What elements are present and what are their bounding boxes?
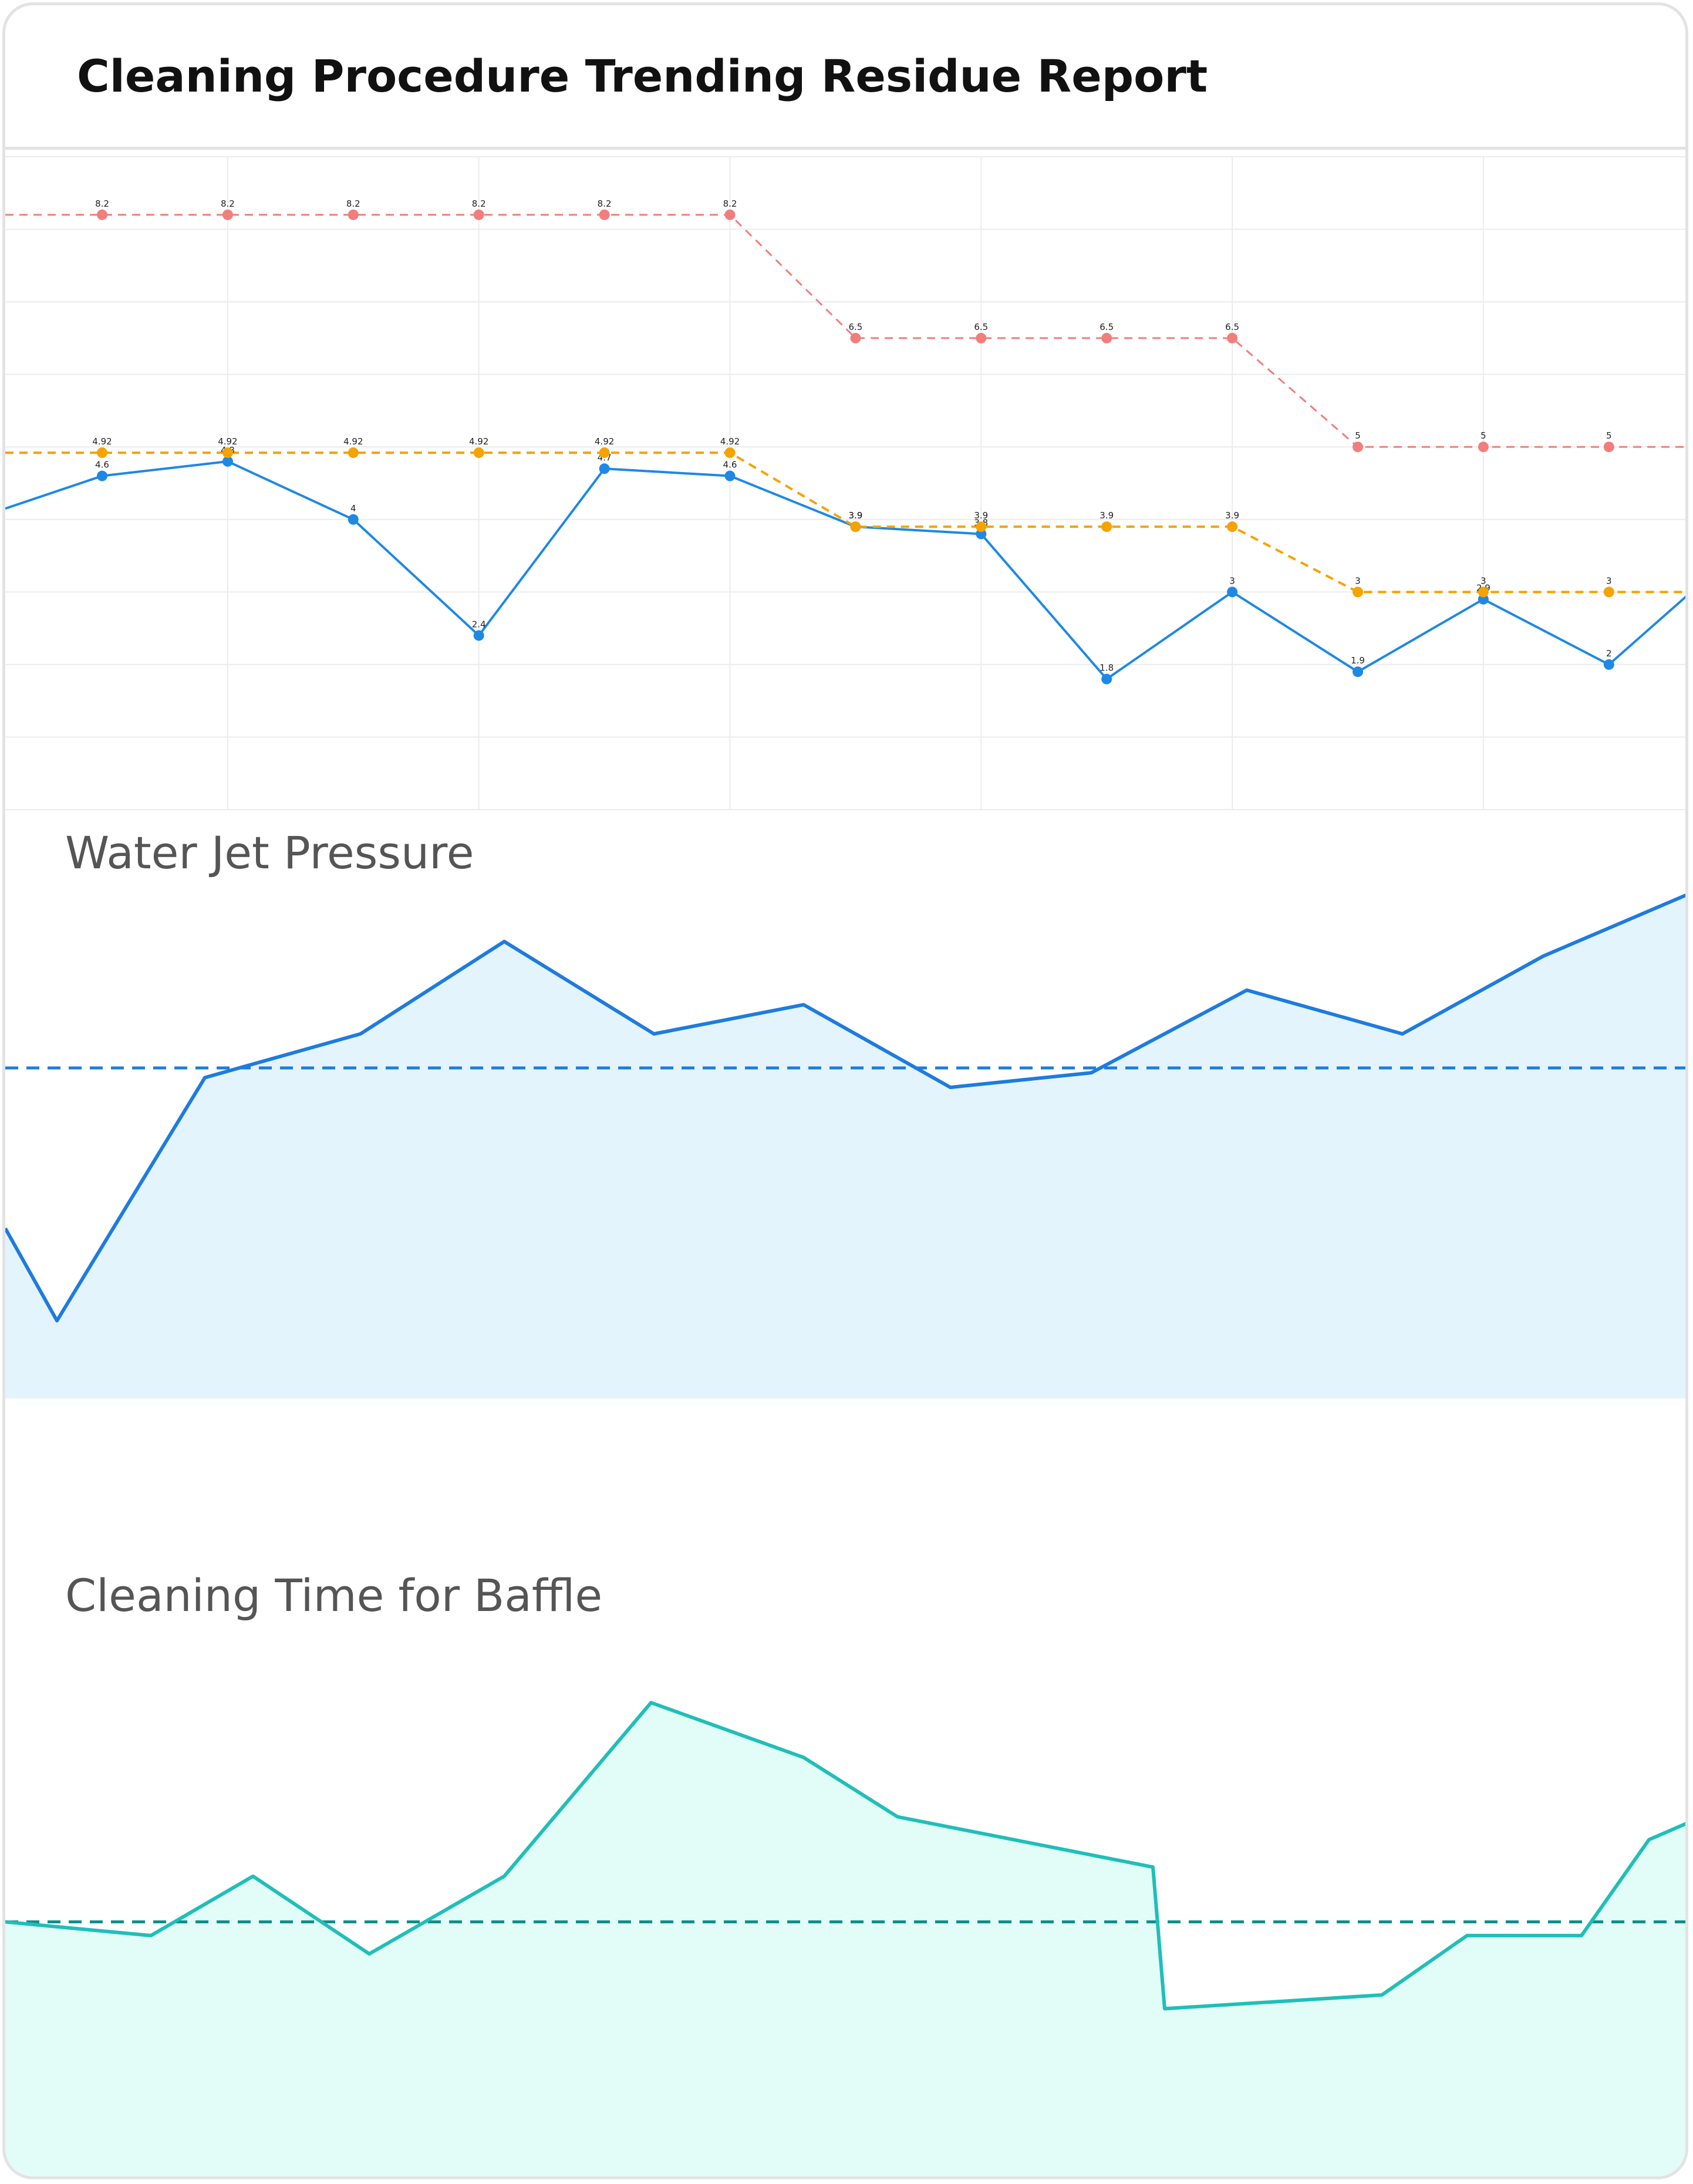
water-jet-pressure-chart: Water Jet Pressure bbox=[5, 827, 1685, 1398]
alert-limit-point bbox=[599, 447, 610, 459]
alert-limit-point bbox=[1101, 521, 1112, 532]
report-title: Cleaning Procedure Trending Residue Repo… bbox=[77, 50, 1208, 102]
action-limit-data-label: 8.2 bbox=[346, 198, 360, 209]
alert-limit-data-label: 4.92 bbox=[595, 436, 614, 447]
time-chart-title: Cleaning Time for Baffle bbox=[65, 1569, 602, 1622]
alert-limit-data-label: 3.9 bbox=[974, 510, 988, 521]
residue-point bbox=[1227, 587, 1238, 598]
alert-limit-point bbox=[1478, 587, 1489, 598]
alert-limit-point bbox=[1603, 587, 1614, 598]
residue-point bbox=[222, 456, 233, 467]
action-limit-data-label: 5 bbox=[1480, 430, 1486, 441]
pressure-line bbox=[5, 893, 1685, 1323]
residue-trend-chart: 4.64.842.44.74.63.93.81.831.92.924.924.9… bbox=[5, 156, 1685, 810]
action-limit-data-label: 6.5 bbox=[974, 322, 988, 332]
action-limit-data-label: 5 bbox=[1355, 430, 1361, 441]
action-limit-point bbox=[97, 209, 107, 220]
alert-limit-point bbox=[1227, 521, 1238, 532]
action-limit-point bbox=[599, 209, 610, 220]
residue-data-label: 3 bbox=[1229, 575, 1235, 586]
alert-limit-point bbox=[348, 447, 359, 459]
report-header: Cleaning Procedure Trending Residue Repo… bbox=[5, 5, 1685, 150]
alert-limit-data-label: 4.92 bbox=[343, 436, 363, 447]
action-limit-data-label: 8.2 bbox=[472, 198, 486, 209]
alert-limit-point bbox=[976, 521, 987, 532]
alert-limit-point bbox=[473, 447, 484, 459]
residue-point bbox=[724, 470, 736, 481]
action-limit-point bbox=[850, 332, 861, 343]
pressure-area bbox=[5, 895, 1685, 1398]
alert-limit-data-label: 4.92 bbox=[469, 436, 488, 447]
alert-limit-data-label: 3.9 bbox=[1225, 510, 1239, 521]
action-limit-point bbox=[1353, 441, 1363, 453]
residue-point bbox=[1603, 659, 1614, 670]
residue-point bbox=[976, 528, 987, 540]
alert-limit-data-label: 3.9 bbox=[848, 510, 862, 521]
alert-limit-line bbox=[5, 451, 1685, 594]
residue-data-label: 4.6 bbox=[723, 460, 737, 470]
alert-limit-point bbox=[1353, 587, 1363, 598]
alert-limit-data-label: 3 bbox=[1606, 575, 1612, 586]
alert-limit-data-label: 3 bbox=[1480, 575, 1486, 586]
alert-limit-data-label: 4.92 bbox=[92, 436, 112, 447]
action-limit-data-label: 6.5 bbox=[1100, 322, 1114, 332]
residue-point bbox=[1478, 594, 1489, 605]
residue-point bbox=[1353, 666, 1363, 678]
action-limit-data-label: 8.2 bbox=[723, 198, 737, 209]
residue-data-label: 3.9 bbox=[848, 510, 862, 521]
action-limit-point bbox=[348, 209, 359, 220]
alert-limit-point bbox=[850, 521, 861, 532]
time-line bbox=[5, 1701, 1685, 2011]
action-limit-point bbox=[222, 209, 233, 220]
action-limit-point bbox=[473, 209, 484, 220]
action-limit-data-label: 8.2 bbox=[95, 198, 109, 209]
residue-data-label: 2 bbox=[1606, 648, 1612, 659]
action-limit-point bbox=[976, 332, 987, 343]
residue-point bbox=[473, 630, 484, 641]
action-limit-line bbox=[5, 214, 1685, 448]
action-limit-data-label: 5 bbox=[1606, 430, 1612, 441]
charts-canvas: 4.64.842.44.74.63.93.81.831.92.924.924.9… bbox=[5, 156, 1685, 2176]
action-limit-point bbox=[1603, 441, 1614, 453]
residue-point bbox=[97, 470, 107, 481]
action-limit-point bbox=[1227, 332, 1238, 343]
residue-data-label: 2.4 bbox=[472, 619, 486, 629]
time-area bbox=[5, 1703, 1685, 2176]
alert-limit-point bbox=[724, 447, 736, 459]
alert-limit-point bbox=[97, 447, 107, 459]
action-limit-point bbox=[1101, 332, 1112, 343]
residue-data-label: 1.8 bbox=[1100, 663, 1114, 673]
residue-point bbox=[599, 463, 610, 474]
residue-data-label: 1.9 bbox=[1351, 655, 1365, 666]
alert-limit-point bbox=[222, 447, 233, 459]
action-limit-point bbox=[1478, 441, 1489, 453]
residue-point bbox=[348, 514, 359, 525]
pressure-chart-title: Water Jet Pressure bbox=[65, 827, 474, 879]
alert-limit-data-label: 4.92 bbox=[720, 436, 740, 447]
action-limit-point bbox=[724, 209, 736, 220]
alert-limit-data-label: 3.9 bbox=[1100, 510, 1114, 521]
action-limit-data-label: 6.5 bbox=[1225, 322, 1239, 332]
residue-data-label: 4 bbox=[350, 503, 356, 514]
alert-limit-data-label: 4.92 bbox=[218, 436, 237, 447]
alert-limit-data-label: 3 bbox=[1355, 575, 1361, 586]
cleaning-time-chart: Cleaning Time for Baffle bbox=[5, 1569, 1685, 2176]
action-limit-data-label: 8.2 bbox=[221, 198, 235, 209]
residue-line bbox=[5, 460, 1685, 680]
action-limit-data-label: 8.2 bbox=[598, 198, 612, 209]
residue-data-label: 4.6 bbox=[95, 460, 109, 470]
action-limit-data-label: 6.5 bbox=[848, 322, 862, 332]
residue-point bbox=[1101, 673, 1112, 685]
